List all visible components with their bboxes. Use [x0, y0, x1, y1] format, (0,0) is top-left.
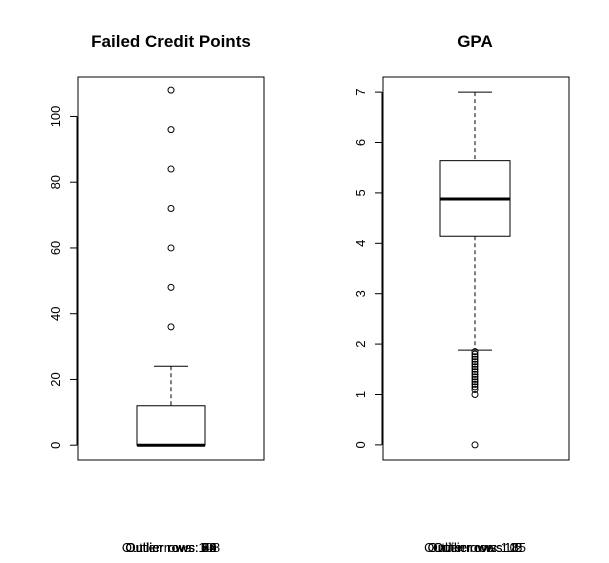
y-tick-label: 60	[48, 241, 63, 255]
outlier-point	[471, 365, 479, 373]
outlier-point	[471, 370, 479, 378]
y-tick-label: 0	[48, 442, 63, 449]
y-tick-label: 40	[48, 306, 63, 320]
footer-text: Outlier rows: 1	[433, 540, 517, 555]
outlier-point	[471, 355, 479, 363]
outlier-point	[471, 363, 479, 371]
y-axis: 0 20 40 60 80 100	[48, 106, 78, 449]
box-and-whiskers	[136, 365, 206, 447]
outlier-point	[471, 390, 479, 398]
outlier-points	[471, 348, 479, 449]
plot-frame	[382, 76, 570, 461]
panel-title: GPA	[457, 32, 493, 51]
panel-title: Failed Credit Points	[91, 32, 251, 51]
iqr-box	[136, 405, 206, 446]
footer-text: Outlier rows: 1.2	[428, 540, 523, 555]
footer-text: Outlier rows: 0	[433, 540, 517, 555]
footer-text: Outlier rows: 60	[125, 540, 216, 555]
y-tick-label: 0	[353, 441, 368, 448]
outlier-point	[471, 353, 479, 361]
y-tick-label: 5	[353, 189, 368, 196]
outlier-point	[167, 86, 175, 94]
y-tick-label: 100	[48, 106, 63, 128]
outlier-point	[167, 283, 175, 291]
outlier-point	[471, 383, 479, 391]
outlier-point	[471, 378, 479, 386]
footer-text: Outlier rows: 1.85	[424, 540, 526, 555]
footer-text: Outlier rows: 36	[125, 540, 216, 555]
footer-text: Outlier rows: 84	[125, 540, 216, 555]
outlier-point	[471, 368, 479, 376]
y-tick-label: 3	[353, 290, 368, 297]
outlier-point	[471, 348, 479, 356]
footer-text: Outlier rows: 72	[125, 540, 216, 555]
outlier-point	[471, 380, 479, 388]
y-tick-label: 80	[48, 175, 63, 189]
outlier-point	[471, 375, 479, 383]
y-axis: 0 1 2 3 4 5 6 7	[353, 89, 383, 448]
y-tick-label: 7	[353, 89, 368, 96]
box-and-whiskers	[439, 91, 511, 351]
y-tick-label: 6	[353, 139, 368, 146]
outlier-point	[167, 244, 175, 252]
y-tick-label: 1	[353, 391, 368, 398]
panel-failed-credit-points: Failed Credit Points 0 20 40 60 80 100 Outlie…	[48, 32, 265, 555]
outlier-point	[471, 360, 479, 368]
outlier-point	[471, 385, 479, 393]
outlier-point	[471, 441, 479, 449]
outlier-point	[167, 323, 175, 331]
outlier-point	[167, 126, 175, 134]
y-tick-label: 20	[48, 372, 63, 386]
outlier-points	[167, 86, 175, 331]
footer-text: Outlier rows: 108	[122, 540, 220, 555]
footer-text: Outlier rows: 48	[125, 540, 216, 555]
footer-text: Outlier rows: 1.5	[428, 540, 523, 555]
outlier-point	[167, 165, 175, 173]
plot-frame	[77, 76, 265, 461]
outlier-point	[471, 373, 479, 381]
outlier-point	[471, 350, 479, 358]
y-tick-label: 2	[353, 340, 368, 347]
y-tick-label: 4	[353, 240, 368, 247]
outlier-point	[471, 358, 479, 366]
footer-text: Outlier rows: 96	[125, 540, 216, 555]
outlier-point	[167, 205, 175, 213]
